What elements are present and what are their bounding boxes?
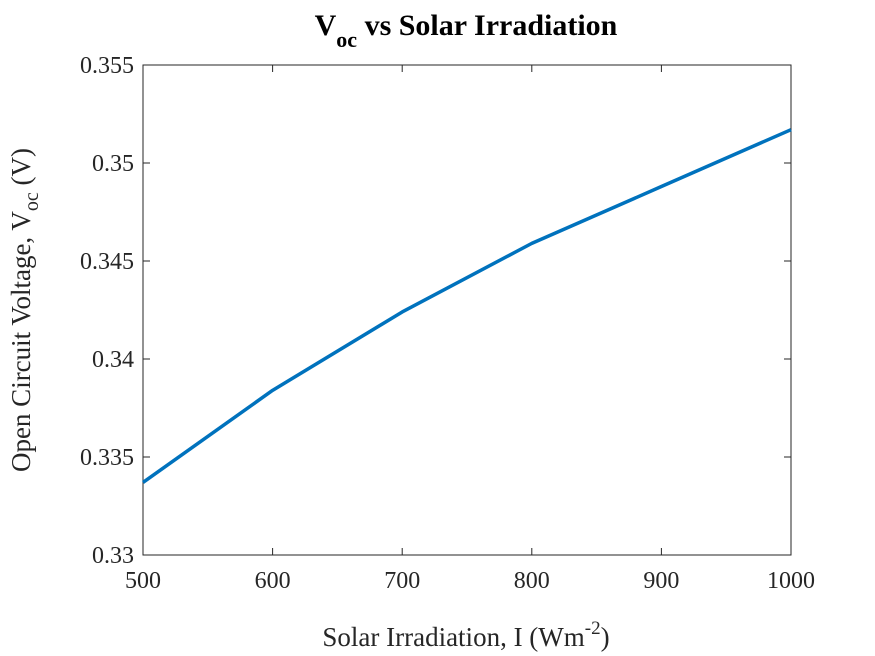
x-axis-title: Solar Irradiation, I (Wm-2) bbox=[322, 618, 609, 652]
x-axis-title-main: Solar Irradiation, I (Wm bbox=[322, 622, 584, 652]
series-line bbox=[141, 128, 792, 484]
x-tick-label: 700 bbox=[384, 568, 420, 594]
chart-title: Voc vs Solar Irradiation bbox=[315, 9, 618, 52]
chart-title-subscript: oc bbox=[336, 27, 357, 52]
y-tick-label: 0.35 bbox=[92, 151, 134, 177]
y-axis-title: Open Circuit Voltage, Voc (V) bbox=[6, 148, 43, 472]
chart-title-rest: vs Solar Irradiation bbox=[357, 9, 618, 42]
x-tick-label: 1000 bbox=[767, 568, 815, 594]
x-tick-label: 900 bbox=[643, 568, 679, 594]
plot-area: 500 600 700 800 900 1000 0.33 0.335 0.34 0.345 0.3… bbox=[80, 53, 815, 594]
y-tick-label: 0.34 bbox=[92, 347, 134, 373]
y-tick-label: 0.355 bbox=[80, 53, 134, 79]
x-axis-title-superscript: -2 bbox=[585, 618, 601, 639]
y-tick-label: 0.33 bbox=[92, 543, 134, 569]
svg-text:Voc vs Solar Irradiation: Voc vs Solar Irradiation bbox=[315, 9, 618, 52]
x-tick-label: 800 bbox=[514, 568, 550, 594]
x-axis-title-rest: ) bbox=[601, 622, 610, 652]
y-tick-label: 0.345 bbox=[80, 249, 134, 275]
y-axis-title-main: Open Circuit Voltage, V bbox=[6, 211, 36, 472]
y-tick-label: 0.335 bbox=[80, 445, 134, 471]
svg-text:Solar Irradiation, I (Wm-2): Solar Irradiation, I (Wm-2) bbox=[322, 618, 609, 652]
plot-frame bbox=[142, 64, 792, 556]
y-axis-title-subscript: oc bbox=[21, 192, 43, 211]
x-tick-label: 600 bbox=[255, 568, 291, 594]
y-axis-title-rest: (V) bbox=[6, 148, 36, 192]
chart-title-main: V bbox=[315, 9, 337, 42]
svg-text:Open Circuit Voltage, Voc (V): Open Circuit Voltage, Voc (V) bbox=[6, 148, 43, 472]
x-tick-label: 500 bbox=[125, 568, 161, 594]
